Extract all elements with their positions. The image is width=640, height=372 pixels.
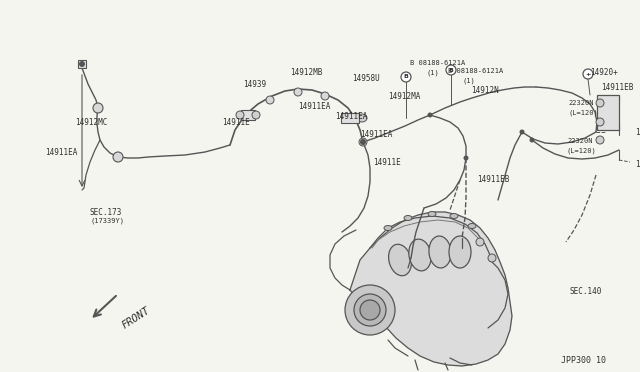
Text: (L=120): (L=120) [568,109,598,115]
Circle shape [360,300,380,320]
Text: SEC.140: SEC.140 [570,287,602,296]
Circle shape [596,99,604,107]
Text: 14912MC: 14912MC [75,118,108,127]
Ellipse shape [429,236,451,268]
Text: 14911EB: 14911EB [477,175,509,184]
Circle shape [463,155,468,160]
Ellipse shape [449,236,471,268]
Text: B 08188-6121A: B 08188-6121A [448,68,503,74]
Text: 14911EA: 14911EA [360,130,392,139]
Text: (17339Y): (17339Y) [90,218,124,224]
Circle shape [476,238,484,246]
Bar [78,60,86,68]
Bar [341,113,359,123]
Text: B 08188-6121A: B 08188-6121A [410,60,465,66]
Text: 14920+: 14920+ [590,68,618,77]
Text: (1): (1) [427,69,440,76]
Text: 14911EA: 14911EA [298,102,330,111]
Text: (1): (1) [462,77,475,83]
Circle shape [583,69,593,79]
Ellipse shape [428,212,436,217]
Ellipse shape [450,214,458,218]
Circle shape [79,61,85,67]
Text: 14911EB: 14911EB [635,160,640,169]
Text: 14912N: 14912N [471,86,499,95]
Text: 22320N: 22320N [567,138,593,144]
Circle shape [359,138,367,146]
Circle shape [93,103,103,113]
Circle shape [401,72,411,82]
Circle shape [529,138,534,142]
Ellipse shape [357,114,367,122]
Ellipse shape [468,224,476,228]
Text: 14958U: 14958U [352,74,380,83]
Text: SEC.173: SEC.173 [90,208,122,217]
Text: JPP300 10: JPP300 10 [561,356,606,365]
Circle shape [360,140,365,144]
Text: 14912MB: 14912MB [290,68,323,77]
Text: 14911EB: 14911EB [601,83,634,92]
Circle shape [266,96,274,104]
Ellipse shape [384,225,392,231]
Circle shape [252,111,260,119]
Ellipse shape [388,244,412,276]
Text: 14911EA: 14911EA [45,148,77,157]
Text: 14911EA: 14911EA [335,112,367,121]
Circle shape [354,294,386,326]
Circle shape [446,65,456,75]
Circle shape [488,254,496,262]
Text: 14912MA: 14912MA [388,92,420,101]
Text: +: + [586,71,591,77]
Text: 14911E: 14911E [222,118,250,127]
Text: B: B [449,67,453,73]
Circle shape [236,111,244,119]
Text: FRONT: FRONT [120,305,152,330]
Text: 22320N: 22320N [568,100,593,106]
Circle shape [321,92,329,100]
Polygon shape [350,212,512,366]
Text: (L=120): (L=120) [567,147,596,154]
Circle shape [428,112,433,118]
Circle shape [113,152,123,162]
Text: 14911EB: 14911EB [635,128,640,137]
Circle shape [596,118,604,126]
Text: 14911E: 14911E [373,158,401,167]
Ellipse shape [409,239,431,271]
Text: B: B [404,74,408,80]
Circle shape [360,139,366,145]
Bar [241,110,255,120]
Bar [597,94,619,129]
Text: 14939: 14939 [243,80,266,89]
Circle shape [294,88,302,96]
Circle shape [520,129,525,135]
Circle shape [596,136,604,144]
Circle shape [345,285,395,335]
Ellipse shape [404,215,412,221]
